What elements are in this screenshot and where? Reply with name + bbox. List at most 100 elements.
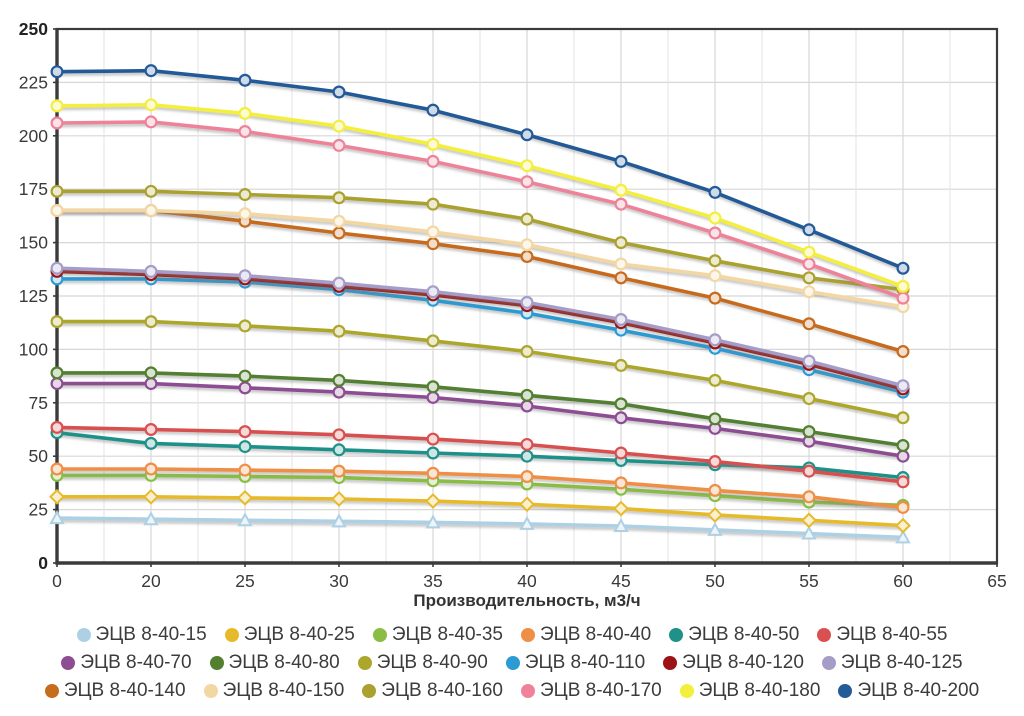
data-point-marker [614, 236, 628, 250]
legend-label: ЭЦВ 8-40-110 [524, 652, 646, 673]
legend-marker-icon [372, 628, 387, 642]
legend-label: ЭЦВ 8-40-170 [540, 680, 662, 701]
data-point-marker [426, 197, 440, 211]
legend-marker-icon [76, 628, 91, 642]
data-point-marker [332, 276, 346, 290]
x-axis-tick-label: 50 [705, 571, 725, 591]
data-point-marker [708, 483, 722, 497]
series-line [55, 277, 905, 394]
series-line [55, 473, 905, 508]
legend-label: ЭЦВ 8-40-150 [222, 680, 345, 701]
legend-marker-icon [663, 656, 678, 670]
data-point-marker [520, 238, 534, 252]
data-point-marker [614, 197, 628, 211]
data-point-marker [708, 254, 722, 268]
data-point-marker [332, 226, 346, 240]
series-line [55, 208, 905, 309]
legend-label: ЭЦВ 8-40-125 [840, 652, 963, 673]
series-line [55, 425, 905, 484]
data-point-marker [237, 512, 253, 527]
data-point-marker [50, 377, 64, 391]
data-point-marker [426, 466, 440, 480]
data-point-marker [238, 73, 252, 87]
pump-curves-chart: 0 25 50 75 100 125 150 175 200 225 250 0 20 25 30 35 40 4… [19, 19, 1007, 610]
data-point-marker [238, 125, 252, 139]
data-point-marker [613, 517, 629, 533]
data-point-marker [519, 515, 535, 530]
legend-marker-icon [209, 656, 224, 670]
legend-marker-icon [838, 684, 853, 698]
data-point-marker [426, 390, 440, 404]
data-point-marker [332, 464, 346, 478]
legend-label: ЭЦВ 8-40-70 [80, 652, 192, 673]
y-axis-tick-label: 50 [29, 446, 49, 466]
series-line [55, 467, 905, 510]
data-point-marker [802, 317, 816, 331]
data-point-marker [802, 464, 816, 478]
data-point-marker [801, 525, 817, 540]
data-point-marker [896, 439, 910, 453]
legend-item: ЭЦВ 8-40-110 [505, 652, 646, 674]
series-line [55, 68, 905, 270]
legend-marker-icon [669, 628, 684, 642]
data-point-marker [708, 226, 722, 240]
data-point-marker [49, 510, 65, 525]
series-line [55, 516, 905, 540]
data-point-marker [426, 103, 440, 117]
data-point-marker [238, 425, 252, 439]
legend-item: ЭЦВ 8-40-40 [521, 624, 651, 646]
legend-item: ЭЦВ 8-40-70 [61, 652, 192, 674]
data-point-marker [614, 312, 628, 326]
data-point-marker [237, 489, 253, 506]
data-point-marker [801, 512, 817, 529]
legend-label: ЭЦВ 8-40-120 [682, 652, 804, 673]
legend-label: ЭЦВ 8-40-160 [381, 680, 503, 701]
legend-item: ЭЦВ 8-40-25 [224, 624, 355, 646]
data-point-marker [332, 443, 346, 457]
y-axis-tick-label: 225 [19, 72, 48, 92]
data-point-marker [614, 183, 628, 197]
data-point-marker [614, 397, 628, 411]
x-axis-tick-label: 45 [611, 571, 630, 591]
data-point-marker [50, 366, 64, 380]
data-point-marker [144, 423, 158, 437]
legend-item: ЭЦВ 8-40-50 [669, 624, 799, 646]
data-point-marker [520, 212, 534, 226]
data-point-marker [708, 185, 722, 199]
data-point-marker [50, 462, 64, 476]
data-point-marker [802, 425, 816, 439]
data-point-marker [332, 191, 346, 205]
legend-label: ЭЦВ 8-40-25 [243, 624, 355, 645]
data-point-marker [426, 237, 440, 251]
legend-item: ЭЦВ 8-40-200 [838, 680, 979, 702]
data-point-marker [708, 412, 722, 426]
data-point-marker [520, 159, 534, 173]
data-point-marker [425, 514, 441, 529]
y-axis-tick-label: 0 [38, 553, 48, 573]
data-point-marker [708, 211, 722, 225]
data-point-marker [50, 315, 64, 329]
data-point-marker [144, 377, 158, 391]
data-point-marker [332, 119, 346, 133]
legend-label: ЭЦВ 8-40-15 [95, 624, 207, 645]
legend-item: ЭЦВ 8-40-120 [663, 652, 804, 674]
x-axis-tick-label: 30 [329, 571, 349, 591]
data-point-marker [426, 380, 440, 394]
data-point-marker [144, 98, 158, 112]
data-point-marker [520, 295, 534, 309]
y-axis-tick-label: 100 [19, 339, 48, 359]
series-line [55, 371, 905, 448]
data-point-marker [331, 491, 347, 507]
legend-item: ЭЦВ 8-40-55 [817, 624, 947, 646]
data-point-marker [708, 455, 722, 469]
series-line [55, 495, 905, 528]
legend-item: ЭЦВ 8-40-15 [76, 624, 207, 646]
legend-item: ЭЦВ 8-40-90 [357, 652, 488, 674]
data-point-marker [144, 264, 158, 278]
data-point-marker [50, 65, 64, 79]
data-point-marker [802, 271, 816, 285]
legend-item: ЭЦВ 8-40-180 [679, 680, 820, 702]
data-point-marker [50, 99, 64, 113]
data-point-marker [614, 257, 628, 271]
